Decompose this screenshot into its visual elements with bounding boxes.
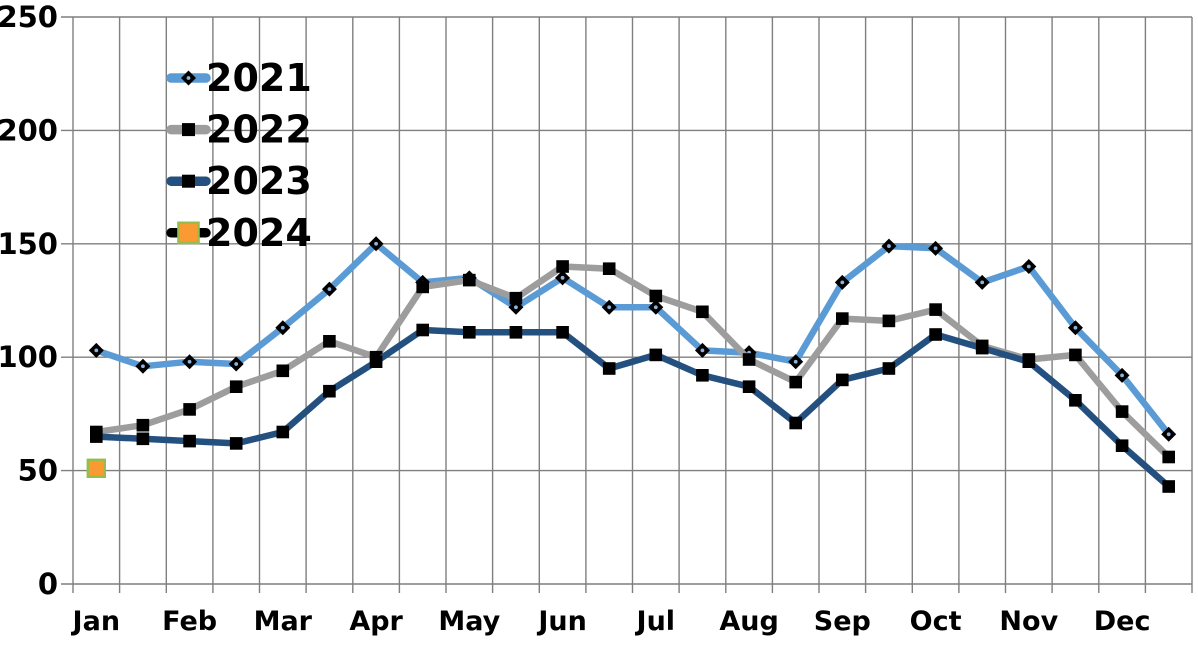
y-tick-label: 100 (0, 340, 58, 374)
x-tick-label: Jun (536, 606, 587, 637)
legend: 2021 2022 2023 2024 (166, 56, 312, 255)
x-axis-labels: Jan Feb Mar Apr May Jun Jul Aug Sep Oct Nov Dec (71, 606, 1151, 637)
x-tick-label: Oct (910, 606, 962, 637)
legend-item-2021: 2021 (166, 56, 312, 100)
legend-label: 2022 (206, 108, 312, 152)
x-tick-label: Jul (635, 606, 676, 637)
series-2024 (86, 458, 107, 478)
y-tick-label: 0 (38, 567, 58, 601)
y-tick-label: 50 (18, 454, 58, 488)
legend-label: 2024 (206, 211, 312, 255)
y-tick-label: 250 (0, 0, 58, 34)
legend-item-2022: 2022 (166, 108, 312, 152)
x-tick-label: Dec (1094, 606, 1151, 637)
legend-label: 2021 (206, 56, 312, 100)
legend-item-2023: 2023 (166, 159, 312, 203)
legend-item-2024: 2024 (166, 211, 312, 255)
x-tick-label: Apr (349, 606, 403, 637)
x-tick-label: May (438, 606, 500, 637)
series-2021 (88, 236, 1177, 442)
legend-label: 2023 (206, 159, 312, 203)
x-tick-label: Aug (719, 606, 778, 637)
series-2023 (90, 323, 1175, 493)
y-tick-label: 150 (0, 227, 58, 261)
y-axis-labels: 0 50 100 150 200 250 (0, 0, 58, 601)
x-tick-label: Jan (71, 606, 121, 637)
x-tick-label: Sep (814, 606, 871, 637)
y-tick-label: 200 (0, 113, 58, 147)
x-tick-label: Mar (254, 606, 313, 637)
x-tick-label: Nov (999, 606, 1058, 637)
x-tick-label: Feb (162, 606, 217, 637)
